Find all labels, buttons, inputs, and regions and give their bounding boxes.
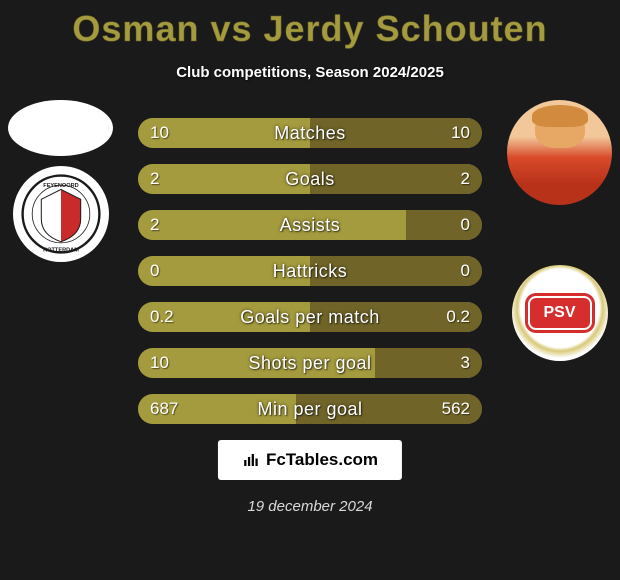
page-title: Osman vs Jerdy Schouten bbox=[0, 0, 620, 50]
stat-label: Goals bbox=[138, 164, 482, 194]
stat-row: Matches10 10 bbox=[138, 118, 482, 148]
stat-value-left: 687 bbox=[150, 394, 178, 424]
stat-row: Goals per match0.2 0.2 bbox=[138, 302, 482, 332]
stat-row: Goals2 2 bbox=[138, 164, 482, 194]
stat-label: Matches bbox=[138, 118, 482, 148]
svg-text:FEYENOORD: FEYENOORD bbox=[43, 183, 78, 189]
stat-value-right: 10 bbox=[451, 118, 470, 148]
stat-value-right: 0 bbox=[461, 210, 470, 240]
subtitle: Club competitions, Season 2024/2025 bbox=[0, 64, 620, 81]
left-player-column: FEYENOORD ROTTERDAM bbox=[8, 100, 113, 262]
stat-label: Min per goal bbox=[138, 394, 482, 424]
stat-label: Shots per goal bbox=[138, 348, 482, 378]
stat-label: Assists bbox=[138, 210, 482, 240]
stat-value-right: 0.2 bbox=[446, 302, 470, 332]
svg-text:ROTTERDAM: ROTTERDAM bbox=[43, 248, 79, 254]
right-club-badge: PSV bbox=[512, 265, 608, 361]
stat-value-left: 10 bbox=[150, 348, 169, 378]
right-player-column: PSV bbox=[507, 100, 612, 361]
stat-row: Hattricks0 0 bbox=[138, 256, 482, 286]
stat-label: Hattricks bbox=[138, 256, 482, 286]
date-label: 19 december 2024 bbox=[0, 498, 620, 515]
stat-value-left: 2 bbox=[150, 210, 159, 240]
stat-row: Min per goal687 562 bbox=[138, 394, 482, 424]
stat-bars-container: Matches1010Goals22Assists20Hattricks00Go… bbox=[138, 118, 482, 440]
psv-icon: PSV bbox=[528, 296, 592, 330]
stat-value-left: 0.2 bbox=[150, 302, 174, 332]
right-player-photo bbox=[507, 100, 612, 205]
stat-label: Goals per match bbox=[138, 302, 482, 332]
stat-value-left: 2 bbox=[150, 164, 159, 194]
stat-value-left: 10 bbox=[150, 118, 169, 148]
stat-value-left: 0 bbox=[150, 256, 159, 286]
site-name: FcTables.com bbox=[266, 450, 378, 470]
stat-value-right: 0 bbox=[461, 256, 470, 286]
chart-icon bbox=[242, 451, 260, 469]
site-badge: FcTables.com bbox=[218, 440, 402, 480]
left-club-badge: FEYENOORD ROTTERDAM bbox=[13, 166, 109, 262]
feyenoord-icon: FEYENOORD ROTTERDAM bbox=[21, 174, 101, 254]
left-player-photo bbox=[8, 100, 113, 156]
stat-value-right: 3 bbox=[461, 348, 470, 378]
stat-row: Shots per goal10 3 bbox=[138, 348, 482, 378]
stat-value-right: 562 bbox=[442, 394, 470, 424]
stat-value-right: 2 bbox=[461, 164, 470, 194]
stat-row: Assists2 0 bbox=[138, 210, 482, 240]
